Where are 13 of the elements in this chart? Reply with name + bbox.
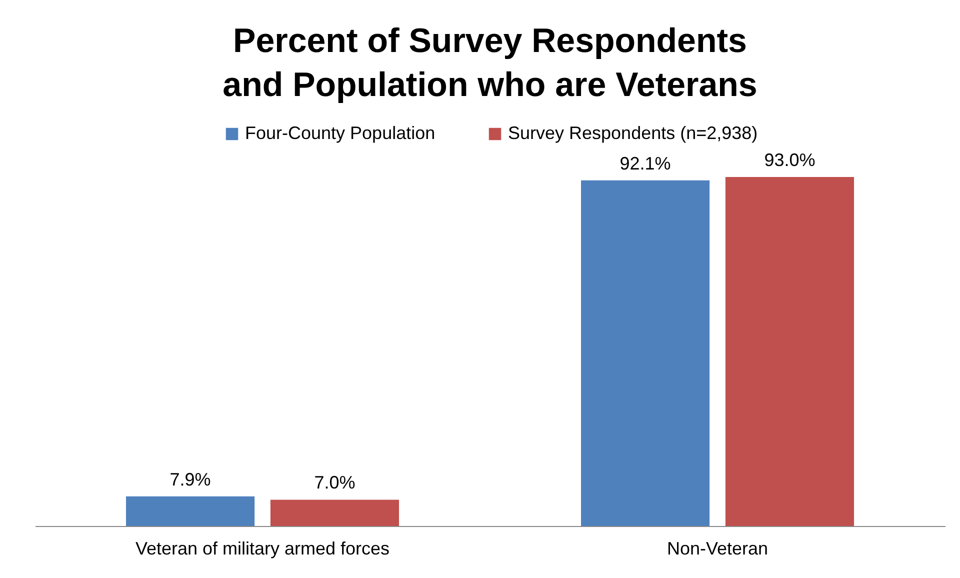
legend-label: Survey Respondents (n=2,938): [508, 123, 758, 143]
data-label: 92.1%: [620, 153, 671, 174]
data-label: 93.0%: [764, 150, 816, 170]
bar: [126, 496, 255, 526]
bar: [270, 500, 399, 526]
bar: [581, 180, 710, 526]
legend-label: Four-County Population: [245, 123, 436, 143]
data-label: 7.0%: [314, 472, 356, 493]
x-tick-label: Non-Veteran: [666, 538, 768, 558]
bar: [725, 177, 854, 526]
x-tick-label: Veteran of military armed forces: [135, 538, 390, 558]
data-label: 7.9%: [170, 469, 211, 490]
chart-title: Percent of Survey Respondents and Population who are Veterans: [222, 22, 758, 104]
